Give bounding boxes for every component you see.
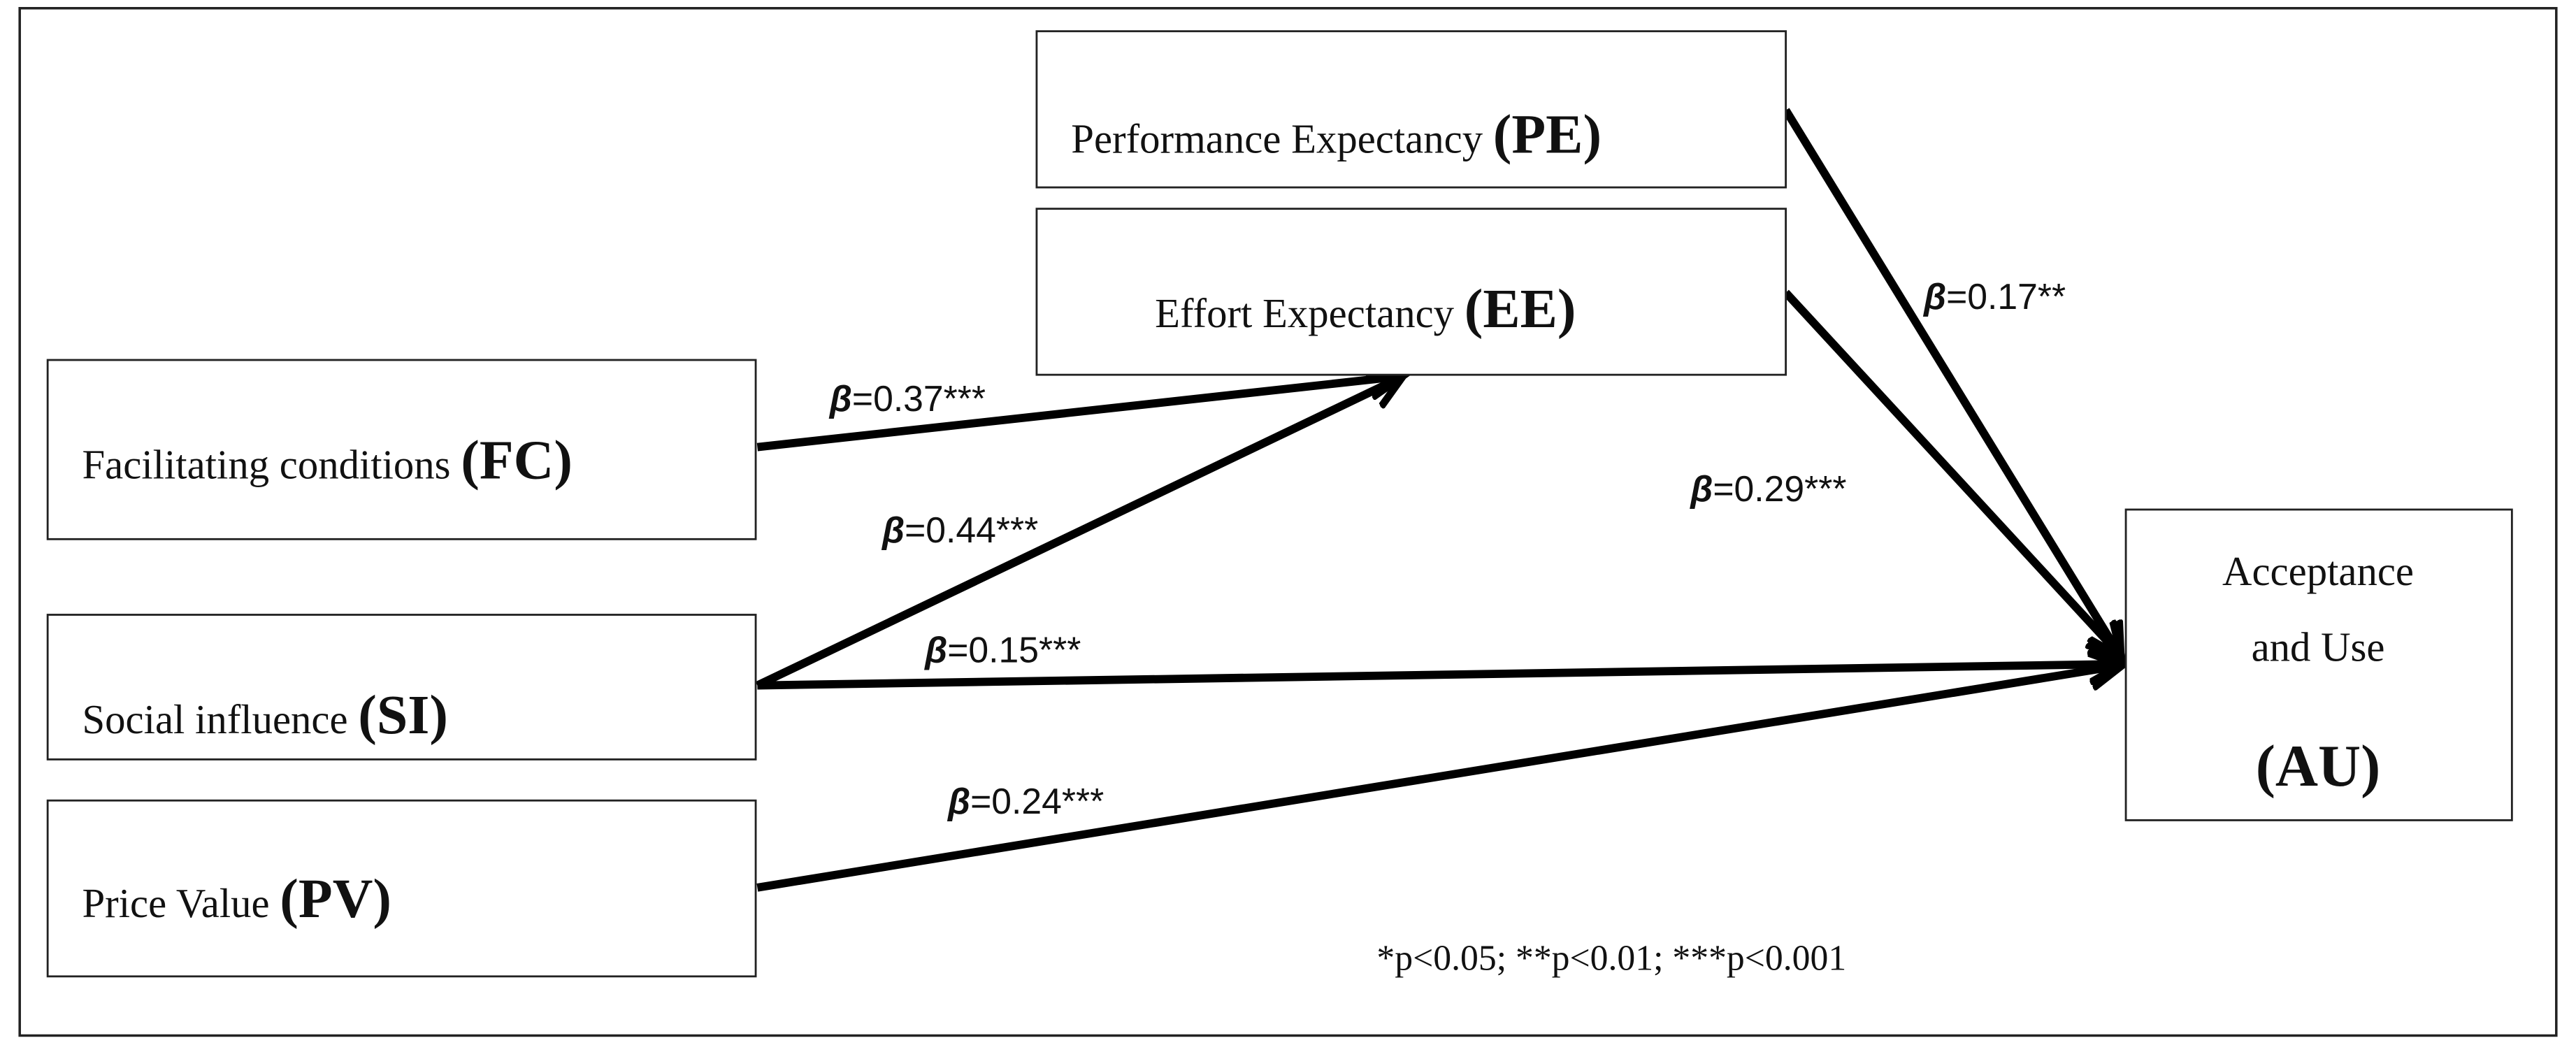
node-label: Facilitating conditions (FC) xyxy=(82,429,573,491)
footnote: *p<0.05; **p<0.01; ***p<0.001 xyxy=(1376,938,1846,978)
coefficient: =0.37*** xyxy=(852,378,986,419)
coefficient: =0.44*** xyxy=(905,510,1038,550)
coefficient: =0.24*** xyxy=(970,781,1104,821)
node-label: Performance Expectancy (PE) xyxy=(1071,104,1602,166)
beta-symbol: β xyxy=(923,630,947,670)
node-abbr: (AU) xyxy=(2256,734,2381,799)
edge-label: β=0.15*** xyxy=(923,630,1081,670)
node-box xyxy=(46,359,757,540)
node-box xyxy=(46,799,757,978)
node-name: Social influence xyxy=(82,697,348,742)
node-name: Effort Expectancy xyxy=(1155,291,1455,336)
node-name: Acceptance xyxy=(2222,549,2414,594)
edge-arrow xyxy=(756,377,1399,452)
coefficient: =0.29*** xyxy=(1713,468,1846,509)
edge-label: β=0.29*** xyxy=(1689,468,1846,509)
beta-symbol: β xyxy=(828,378,852,419)
node-label: Social influence (SI) xyxy=(82,684,449,746)
frame xyxy=(18,6,2558,1037)
node-name: Facilitating conditions xyxy=(82,442,451,487)
edge-label: β=0.24*** xyxy=(947,781,1104,821)
node-box xyxy=(2124,508,2513,821)
beta-symbol: β xyxy=(881,510,905,550)
node-box xyxy=(46,614,757,761)
node-box xyxy=(1035,208,1787,376)
beta-symbol: β xyxy=(1922,276,1946,317)
node-name: and Use xyxy=(2252,624,2385,670)
edge-arrow xyxy=(756,665,2119,892)
node-abbr: (PE) xyxy=(1493,104,1602,166)
edge-label: β=0.44*** xyxy=(881,510,1038,550)
node-abbr: (EE) xyxy=(1465,278,1576,340)
node-box xyxy=(1035,30,1787,189)
node-label: Effort Expectancy (EE) xyxy=(1155,278,1576,340)
edge-label: β=0.17** xyxy=(1922,276,2066,317)
node-name: Price Value xyxy=(82,881,270,926)
coefficient: =0.17** xyxy=(1946,276,2066,317)
beta-symbol: β xyxy=(947,781,970,821)
beta-symbol: β xyxy=(1689,468,1713,509)
edge-arrow xyxy=(755,378,1399,689)
node-name: Performance Expectancy xyxy=(1071,117,1483,162)
node-abbr: (PV) xyxy=(280,868,391,930)
edge-label: β=0.37*** xyxy=(828,378,986,419)
node-abbr: (SI) xyxy=(358,684,448,746)
edge-arrow xyxy=(1783,289,2120,654)
node-label: Price Value (PV) xyxy=(82,868,392,930)
node-abbr: (FC) xyxy=(461,429,573,491)
coefficient: =0.15*** xyxy=(947,630,1081,670)
edge-arrow xyxy=(1782,108,2120,654)
edge-arrow xyxy=(757,664,2119,690)
